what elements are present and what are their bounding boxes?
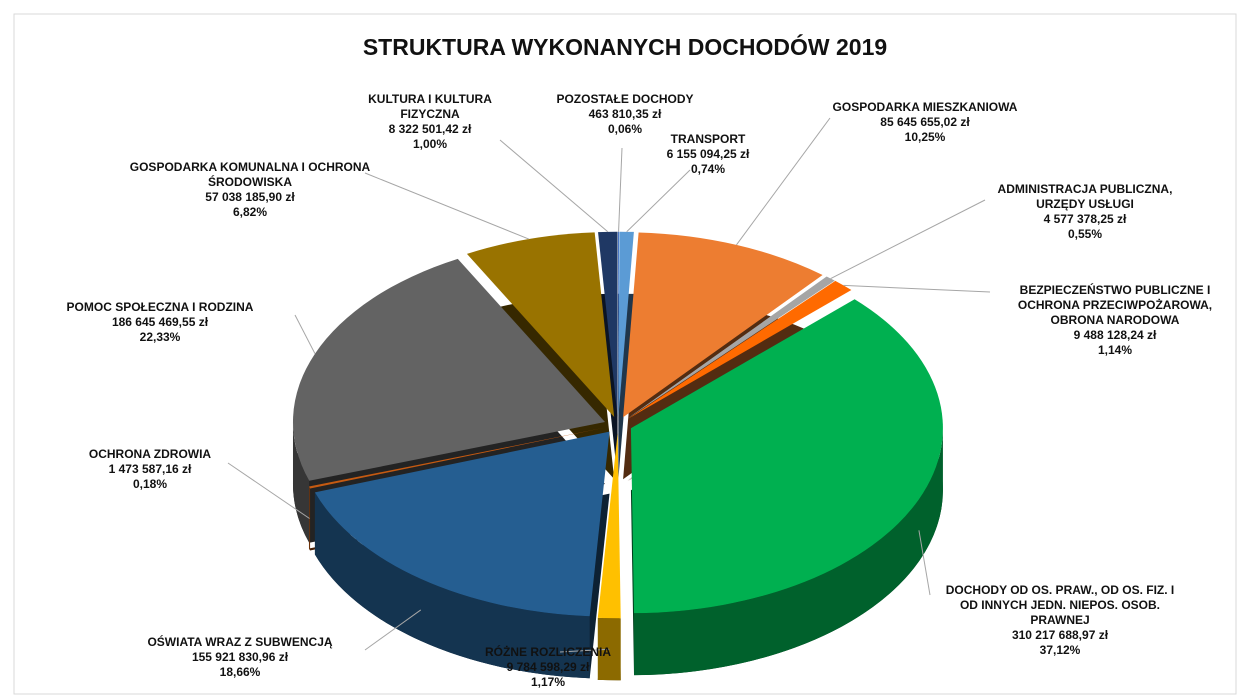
value-label: 463 810,35 zł <box>588 107 662 121</box>
sides <box>292 421 943 681</box>
data-label: BEZPIECZEŃSTWO PUBLICZNE I OCHRONA PRZEC… <box>990 283 1240 358</box>
slice-side <box>634 428 943 676</box>
data-label: KULTURA I KULTURA FIZYCZNA 8 322 501,42 z… <box>340 92 520 152</box>
leader-line <box>364 172 530 240</box>
leader-line <box>830 199 986 279</box>
value-label: 85 645 655,02 zł <box>880 115 970 129</box>
slice <box>598 231 618 417</box>
category-label: RÓŻNE ROZLICZENIA <box>485 645 611 659</box>
value-label: 4 577 378,25 zł <box>1043 212 1127 226</box>
slice <box>623 232 823 418</box>
value-label: 9 488 128,24 zł <box>1073 328 1157 342</box>
category-label: GOSPODARKA KOMUNALNA I OCHRONA ŚRODOWISK… <box>129 160 371 189</box>
category-label: OŚWIATA WRAZ Z SUBWENCJĄ <box>147 635 333 649</box>
slice <box>314 431 610 617</box>
slice <box>292 258 605 481</box>
percentage-label: 1,00% <box>412 137 448 151</box>
category-label: OCHRONA ZDROWIA <box>88 447 212 461</box>
data-label: ADMINISTRACJA PUBLICZNA, URZĘDY USŁUGI 4 … <box>980 182 1190 242</box>
percentage-label: 0,74% <box>690 162 726 176</box>
slice <box>597 433 621 619</box>
leader-line <box>294 314 316 354</box>
category-label: TRANSPORT <box>670 132 746 146</box>
slice <box>627 280 852 420</box>
value-label: 9 784 598,29 zł <box>506 660 590 674</box>
percentage-label: 22,33% <box>139 330 181 344</box>
slice <box>627 276 835 419</box>
value-label: 6 155 094,25 zł <box>666 147 750 161</box>
slice-side <box>308 486 311 551</box>
data-label: POMOC SPOŁECZNA I RODZINA 186 645 469,55 … <box>30 300 290 345</box>
category-label: DOCHODY OD OS. PRAW., OD OS. FIZ. I OD I… <box>945 583 1175 627</box>
percentage-label: 0,06% <box>607 122 643 136</box>
category-label: BEZPIECZEŃSTWO PUBLICZNE I OCHRONA PRZEC… <box>1017 283 1213 327</box>
leader-line <box>499 139 609 233</box>
value-label: 310 217 688,97 zł <box>1011 628 1109 642</box>
value-label: 155 921 830,96 zł <box>191 650 289 664</box>
slice-side <box>314 492 590 679</box>
slice-side <box>597 617 621 681</box>
percentage-label: 6,82% <box>232 205 268 219</box>
slice-side <box>292 421 310 543</box>
chart-title: STRUKTURA WYKONANYCH DOCHODÓW 2019 <box>362 34 888 60</box>
percentage-label: 37,12% <box>1039 643 1081 657</box>
category-label: GOSPODARKA MIESZKANIOWA <box>832 100 1018 114</box>
leader-line <box>364 609 422 651</box>
data-label: TRANSPORT 6 155 094,25 zł 0,74% <box>643 132 773 177</box>
tops <box>292 231 943 619</box>
slice <box>618 231 634 417</box>
leader-line <box>559 648 610 653</box>
data-label: POZOSTAŁE DOCHODY 463 810,35 zł 0,06% <box>540 92 710 137</box>
data-label: DOCHODY OD OS. PRAW., OD OS. FIZ. I OD I… <box>940 583 1180 658</box>
data-label: GOSPODARKA MIESZKANIOWA 85 645 655,02 zł 1… <box>815 100 1035 145</box>
frame <box>13 13 1237 695</box>
slice <box>630 299 943 614</box>
percentage-label: 18,66% <box>219 665 261 679</box>
data-label: OCHRONA ZDROWIA 1 473 587,16 zł 0,18% <box>50 447 250 492</box>
data-label: RÓŻNE ROZLICZENIA 9 784 598,29 zł 1,17% <box>458 645 638 690</box>
slice <box>466 232 615 418</box>
value-label: 1 473 587,16 zł <box>108 462 192 476</box>
leader-line <box>618 147 623 232</box>
leader-line <box>227 462 310 519</box>
value-label: 57 038 185,90 zł <box>205 190 295 204</box>
category-label: KULTURA I KULTURA FIZYCZNA <box>368 92 492 121</box>
percentage-label: 1,17% <box>530 675 566 689</box>
leader-line <box>843 284 991 293</box>
percentage-label: 0,18% <box>132 477 168 491</box>
slice <box>618 231 620 417</box>
leader-line <box>918 530 931 596</box>
data-label: GOSPODARKA KOMUNALNA I OCHRONA ŚRODOWISK… <box>120 160 380 220</box>
value-label: 186 645 469,55 zł <box>111 315 209 329</box>
data-label: OŚWIATA WRAZ Z SUBWENCJĄ 155 921 830,96 z… <box>110 635 370 680</box>
value-label: 8 322 501,42 zł <box>388 122 472 136</box>
percentage-label: 0,55% <box>1067 227 1103 241</box>
percentage-label: 10,25% <box>904 130 946 144</box>
category-label: ADMINISTRACJA PUBLICZNA, URZĘDY USŁUGI <box>997 182 1173 211</box>
category-label: POMOC SPOŁECZNA I RODZINA <box>66 300 254 314</box>
slice <box>308 427 605 489</box>
percentage-label: 1,14% <box>1097 343 1133 357</box>
leader-line <box>736 117 831 246</box>
category-label: POZOSTAŁE DOCHODY <box>556 92 694 106</box>
leader-line <box>626 169 691 233</box>
